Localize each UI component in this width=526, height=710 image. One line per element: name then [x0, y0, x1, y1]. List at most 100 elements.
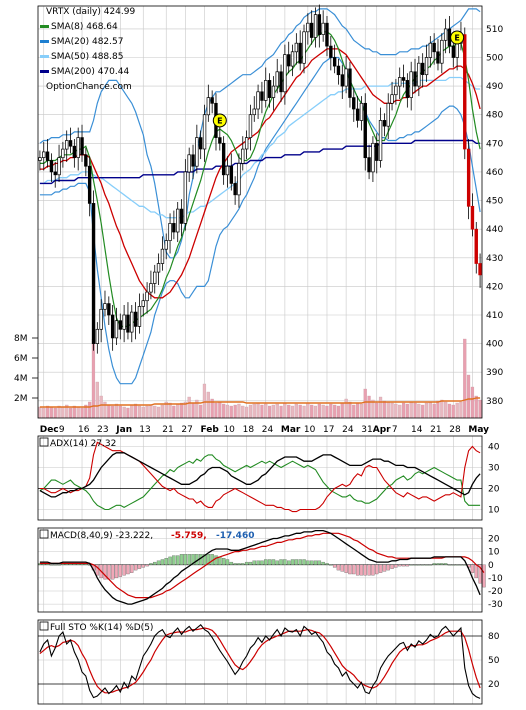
candle-body [329, 45, 333, 58]
volume-bar [214, 402, 218, 419]
earnings-marker: E [450, 30, 465, 45]
legend-swatch [40, 70, 49, 73]
macd-tick-label: 0 [488, 561, 494, 571]
candle-body [176, 208, 180, 233]
candle-body [76, 137, 80, 158]
candle [271, 76, 276, 111]
candle [420, 53, 425, 88]
volume-bar [252, 403, 256, 419]
candle-body [114, 320, 119, 339]
volume-bar [428, 401, 432, 419]
candle-body [87, 165, 92, 204]
macd-hist-bar [241, 563, 245, 565]
price-legend: VRTX (daily) 424.99 SMA(8) 468.64 SMA(20) … [40, 7, 135, 92]
legend-entry: SMA(20) 482.57 [51, 37, 123, 47]
candle-body [38, 157, 42, 161]
candle-body [420, 62, 425, 75]
volume-bar [111, 405, 115, 419]
macd-hist-bar [252, 560, 256, 565]
candle [451, 38, 456, 68]
volume-bar [260, 404, 264, 419]
adx-minus-di-line [39, 441, 481, 513]
macd-hist-bar [202, 554, 207, 565]
x-tick-label: 24 [342, 425, 354, 435]
sto-k-line [39, 624, 481, 699]
macd-hist-bar [221, 558, 226, 565]
candle-body [91, 203, 96, 344]
candle [313, 7, 318, 48]
candle [156, 253, 161, 285]
volume-bar [145, 405, 149, 419]
price-frame [37, 5, 483, 419]
candle-body [103, 303, 107, 310]
candle [302, 24, 306, 74]
macd-hist-bar [394, 564, 398, 568]
volume-bar [88, 401, 92, 419]
volume-bar [199, 404, 203, 419]
candle-body [122, 314, 126, 330]
price-tick-label: 380 [486, 397, 503, 407]
candle [179, 199, 184, 237]
macd-hist-bar [344, 564, 348, 573]
candle-body [210, 97, 214, 104]
candle [428, 36, 433, 68]
volume-bar [355, 402, 360, 419]
macd-hist-bar [271, 559, 276, 565]
candle [45, 139, 50, 168]
volume-bar [179, 402, 184, 419]
macd-hist-bar [156, 560, 161, 565]
macd-hist-bar [371, 564, 375, 576]
candle-body [110, 314, 115, 339]
legend-entry: SMA(50) 488.85 [51, 52, 123, 62]
macd-hist-bar [424, 564, 429, 566]
candle-body [398, 77, 402, 87]
macd-hist-bar [352, 564, 356, 575]
candle-body [206, 97, 211, 116]
volume-bar [206, 391, 210, 419]
x-tick-label: Jan [115, 425, 132, 435]
candle-body [141, 300, 145, 307]
candle [241, 136, 245, 171]
volume-bar [229, 405, 233, 419]
candle-body [405, 80, 410, 98]
adx-legend-box [39, 437, 49, 447]
macd-hist-bar [130, 564, 134, 573]
volume-bars [38, 338, 482, 419]
x-tick-label: Apr [373, 425, 391, 435]
volume-bar [241, 405, 245, 419]
candle-body [432, 42, 436, 53]
candle [409, 61, 413, 111]
macd-hist-bar [110, 564, 115, 580]
volume-bar [459, 401, 463, 419]
macd-tick-label: -30 [488, 600, 503, 610]
macd-hist-bar [256, 560, 260, 565]
macd-hist-bar [340, 564, 345, 572]
volume-bar [57, 405, 61, 419]
candle [382, 113, 387, 137]
macd-hist-bar [126, 564, 130, 575]
candle-body [325, 22, 329, 47]
candle [168, 213, 172, 254]
volume-bar [409, 401, 413, 419]
candle-body [466, 148, 471, 207]
volume-bar [176, 403, 180, 419]
macd-tick-label: -20 [488, 587, 503, 597]
candle-body [195, 137, 199, 167]
volume-bar [202, 383, 207, 419]
x-tick-label: 28 [449, 425, 461, 435]
macd-hist-bar [451, 564, 456, 566]
volume-bar [466, 374, 471, 419]
candle-body [474, 228, 478, 264]
macd-hist-bar [164, 558, 168, 565]
price-tick-label: 460 [486, 168, 503, 178]
macd-hist-bar [386, 564, 390, 571]
volume-bar [38, 406, 42, 419]
x-tick-label: 9 [59, 425, 65, 435]
volume-bar [191, 402, 195, 419]
candle-body [221, 142, 226, 176]
x-tick-label: 27 [181, 425, 192, 435]
candle [61, 141, 65, 168]
candle [206, 84, 211, 122]
volume-bar [122, 406, 126, 419]
